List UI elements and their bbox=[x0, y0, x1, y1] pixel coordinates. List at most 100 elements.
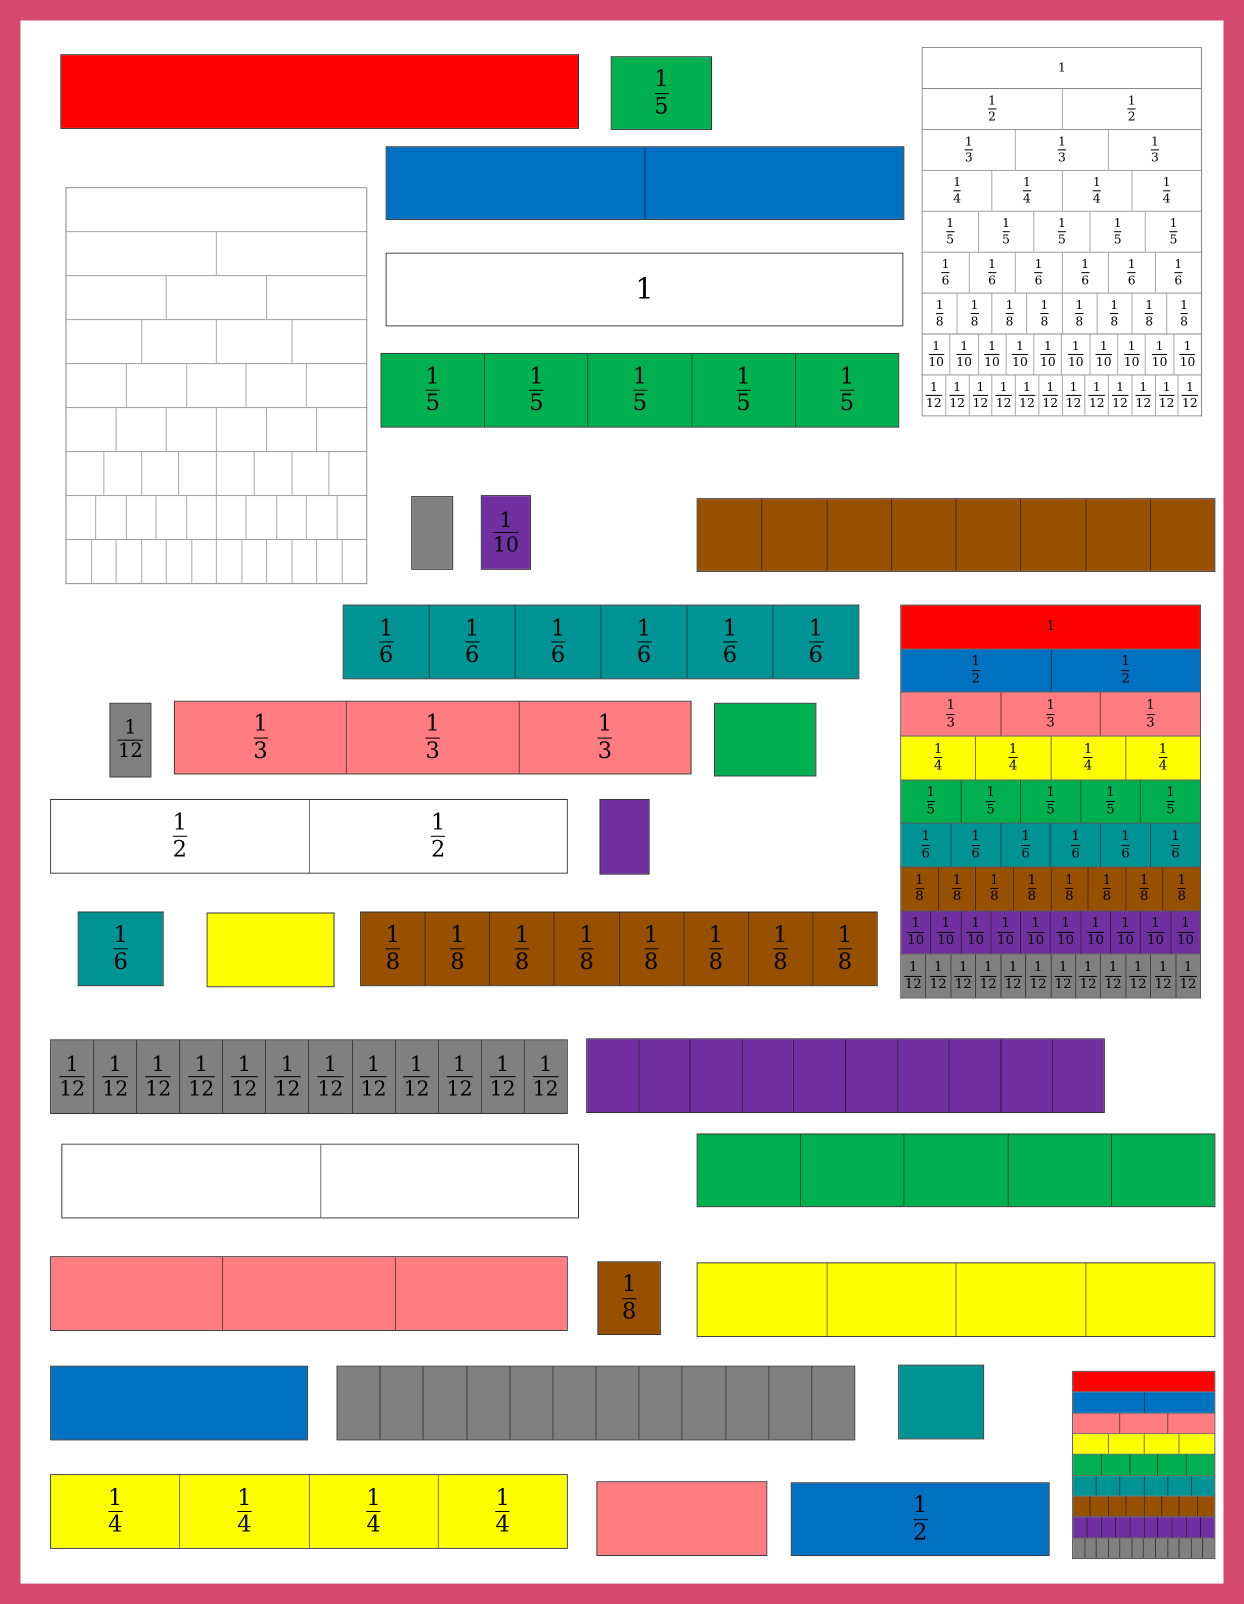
fraction-piece[interactable] bbox=[215, 320, 292, 364]
fraction-piece[interactable] bbox=[1185, 1455, 1215, 1475]
fraction-piece[interactable]: 1 12 bbox=[950, 954, 976, 998]
fraction-piece[interactable]: 1 12 bbox=[1000, 954, 1026, 998]
fraction-piece[interactable] bbox=[165, 540, 191, 584]
fraction-piece[interactable] bbox=[1073, 1496, 1090, 1517]
fraction-piece[interactable] bbox=[896, 1039, 949, 1113]
fraction-piece[interactable]: 1 12 bbox=[1038, 375, 1062, 416]
fraction-piece[interactable] bbox=[1131, 1538, 1144, 1558]
fraction-piece[interactable] bbox=[215, 232, 367, 276]
fraction-piece[interactable] bbox=[1073, 1517, 1087, 1538]
fraction-piece[interactable] bbox=[66, 408, 116, 452]
fraction-piece[interactable] bbox=[341, 540, 367, 584]
fraction-piece[interactable] bbox=[1160, 1496, 1179, 1517]
red-fraction-bar[interactable] bbox=[60, 54, 580, 129]
fraction-piece[interactable] bbox=[265, 276, 367, 320]
fraction-piece[interactable] bbox=[125, 496, 156, 540]
fraction-piece[interactable] bbox=[1178, 1434, 1215, 1455]
fraction-piece[interactable]: 1 12 bbox=[110, 703, 151, 777]
fraction-piece[interactable]: 1 12 bbox=[925, 954, 951, 998]
fraction-piece[interactable] bbox=[1073, 1392, 1144, 1413]
fraction-piece[interactable]: 1 bbox=[922, 48, 1202, 88]
fraction-piece[interactable] bbox=[903, 1134, 1008, 1207]
fraction-piece[interactable] bbox=[66, 496, 96, 540]
fraction-piece[interactable]: 1 10 bbox=[1061, 334, 1090, 375]
fraction-piece[interactable] bbox=[316, 540, 342, 584]
fraction-piece[interactable] bbox=[844, 1039, 897, 1113]
fraction-piece[interactable] bbox=[66, 364, 126, 408]
fraction-piece[interactable] bbox=[125, 364, 186, 408]
fraction-piece[interactable] bbox=[291, 320, 367, 364]
purple-fraction-bar[interactable]: 1 10 bbox=[480, 495, 531, 570]
fraction-piece[interactable]: 1 12 bbox=[1125, 954, 1151, 998]
fraction-piece[interactable] bbox=[115, 540, 141, 584]
fraction-piece[interactable] bbox=[1178, 1538, 1191, 1558]
fraction-piece[interactable] bbox=[103, 452, 141, 496]
fraction-piece[interactable] bbox=[66, 540, 91, 584]
fraction-piece[interactable] bbox=[140, 320, 216, 364]
fraction-piece[interactable]: 1 10 bbox=[960, 911, 991, 954]
fraction-piece[interactable]: 1 12 bbox=[1025, 954, 1051, 998]
fraction-piece[interactable] bbox=[1200, 1517, 1215, 1538]
fraction-piece[interactable] bbox=[1084, 499, 1150, 571]
fraction-piece[interactable] bbox=[1190, 1538, 1203, 1558]
fraction-piece[interactable] bbox=[140, 452, 179, 496]
fraction-piece[interactable]: 1 10 bbox=[481, 496, 530, 569]
fraction-piece[interactable] bbox=[215, 408, 266, 452]
fraction-piece[interactable] bbox=[386, 147, 645, 219]
fraction-piece[interactable] bbox=[689, 1039, 742, 1113]
fraction-piece[interactable] bbox=[1171, 1517, 1186, 1538]
fraction-piece[interactable] bbox=[51, 1257, 223, 1330]
fraction-piece[interactable] bbox=[638, 1366, 682, 1440]
fraction-piece[interactable] bbox=[306, 364, 367, 408]
fraction-piece[interactable]: 1 12 bbox=[1150, 954, 1176, 998]
fraction-piece[interactable] bbox=[66, 276, 166, 320]
fraction-piece[interactable]: 1 10 bbox=[1110, 911, 1141, 954]
fraction-piece[interactable] bbox=[265, 540, 292, 584]
fraction-piece[interactable] bbox=[185, 364, 246, 408]
fraction-piece[interactable] bbox=[1202, 1538, 1215, 1558]
fraction-piece[interactable] bbox=[1110, 1134, 1215, 1207]
fraction-piece[interactable] bbox=[319, 1144, 578, 1218]
fraction-piece[interactable] bbox=[155, 496, 186, 540]
fraction-piece[interactable] bbox=[1107, 1538, 1120, 1558]
fraction-piece[interactable] bbox=[253, 452, 292, 496]
fraction-piece[interactable] bbox=[715, 703, 816, 776]
fraction-piece[interactable]: 1 12 bbox=[1175, 954, 1201, 998]
green-fraction-bar[interactable] bbox=[714, 702, 817, 777]
fraction-piece[interactable]: 1 12 bbox=[922, 375, 945, 416]
fraction-piece[interactable] bbox=[1149, 499, 1215, 571]
fraction-piece[interactable]: 1 12 bbox=[351, 1040, 395, 1114]
fraction-piece[interactable] bbox=[1084, 1263, 1215, 1337]
fraction-piece[interactable] bbox=[800, 1134, 904, 1207]
fraction-piece[interactable] bbox=[681, 1366, 725, 1440]
fraction-piece[interactable] bbox=[1073, 1371, 1215, 1392]
fraction-piece[interactable] bbox=[1155, 1538, 1167, 1558]
fraction-piece[interactable] bbox=[140, 540, 166, 584]
fraction-piece[interactable] bbox=[1166, 1538, 1179, 1558]
